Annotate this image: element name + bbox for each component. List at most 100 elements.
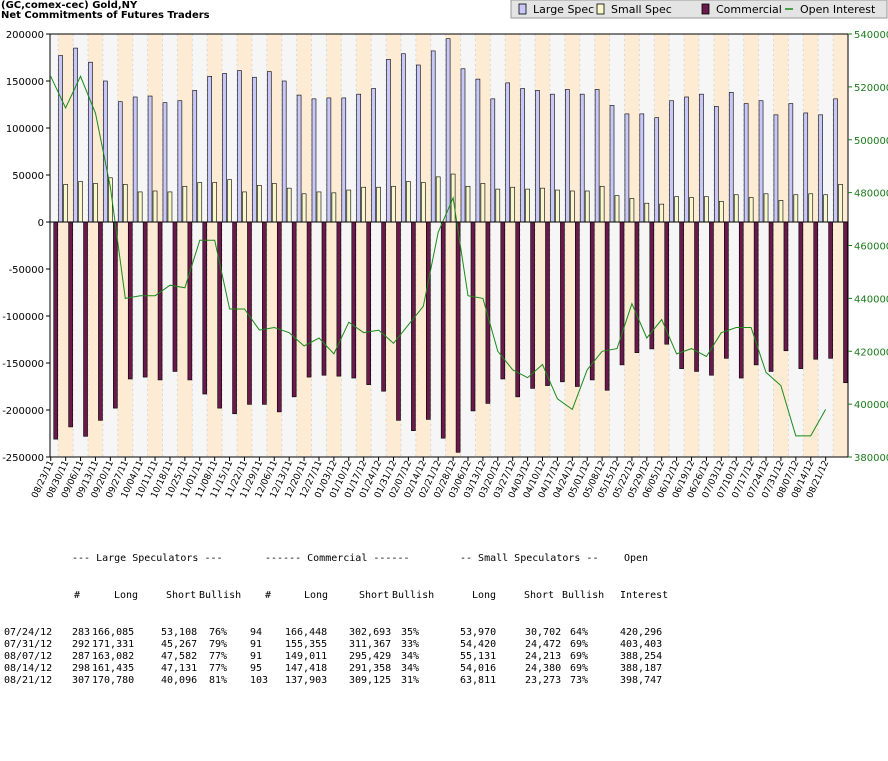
cell-c-long: 166,448 <box>285 626 328 638</box>
cell-date: 07/31/12 <box>4 638 53 650</box>
large-spec-bar <box>460 68 466 223</box>
small-spec-bar <box>555 189 560 223</box>
small-spec-bar <box>346 189 352 223</box>
cell-ss-long: 54,016 <box>460 663 497 675</box>
small-spec-bar <box>644 202 650 223</box>
large-spec-bar <box>386 59 391 223</box>
small-spec-bar <box>733 194 739 223</box>
commercial-bar <box>425 221 431 420</box>
commercial-bar <box>604 221 610 391</box>
cell-ss-bull: 69% <box>570 663 589 675</box>
cell-ss-long: 55,131 <box>460 650 497 662</box>
small-spec-bar <box>599 185 605 223</box>
large-spec-bar <box>222 73 227 223</box>
cell-ls-bull: 81% <box>209 675 228 687</box>
cell-ls-long: 161,435 <box>92 663 135 675</box>
commercial-bar <box>455 221 461 453</box>
small-spec-bar <box>212 182 217 223</box>
open-interest-line <box>50 75 827 437</box>
small-spec-bar <box>406 181 411 223</box>
large-spec-bar <box>252 76 257 223</box>
cell-c-short: 309,125 <box>349 675 392 687</box>
large-spec-bar <box>475 78 481 223</box>
small-spec-bar <box>435 176 441 223</box>
legend-box <box>510 0 888 19</box>
large-spec-bar <box>609 105 615 223</box>
cell-ls-bull: 79% <box>209 638 228 650</box>
large-spec-bar <box>818 114 823 223</box>
y-left-tick-label: 150000 <box>6 77 44 88</box>
cell-oi: 388,254 <box>620 650 663 662</box>
small-spec-bar <box>614 195 620 223</box>
small-spec-bar <box>510 186 516 223</box>
cell-c-short: 295,429 <box>349 650 392 662</box>
commercial-bar <box>381 221 386 392</box>
cell-date: 08/14/12 <box>4 663 53 675</box>
cell-oi: 388,187 <box>620 663 663 675</box>
commercial-bar <box>709 221 714 376</box>
cell-ls-short: 53,108 <box>161 626 198 638</box>
cell-oi: 403,403 <box>620 638 663 650</box>
table-group-header: --- Large Speculators --- ------ Commerc… <box>4 553 648 565</box>
commercial-bar <box>113 221 118 409</box>
small-spec-bar <box>823 194 828 223</box>
cell-ss-long: 54,420 <box>460 638 497 650</box>
cell-ss-short: 24,380 <box>525 663 562 675</box>
small-spec-bar <box>465 185 471 223</box>
large-spec-bar <box>669 100 674 223</box>
cell-ls-short: 47,131 <box>161 663 198 675</box>
commercial-bar <box>411 221 416 431</box>
small-spec-bar <box>525 188 530 223</box>
y-right-tick-label: 460000 <box>854 242 888 253</box>
cell-ss-long: 63,811 <box>460 675 497 687</box>
small-spec-bar <box>674 196 679 223</box>
large-spec-bar <box>401 53 406 223</box>
c-short-header: Short <box>359 590 390 601</box>
cell-ls-long: 163,082 <box>92 650 135 662</box>
c-n-header: # <box>265 590 272 601</box>
cell-ls-long: 170,780 <box>92 675 135 687</box>
small-spec-bar <box>763 193 769 223</box>
large-spec-bar <box>281 80 287 223</box>
commercial-bar <box>813 221 819 360</box>
y-left-tick-label: -100000 <box>2 312 44 323</box>
cell-ls-n: 283 <box>72 626 91 638</box>
small-spec-bar <box>152 190 158 223</box>
commercial-bar <box>470 221 476 412</box>
commercial-bar <box>276 221 282 413</box>
cell-c-short: 311,367 <box>349 638 392 650</box>
large-spec-bar <box>535 90 540 223</box>
large-spec-bar <box>788 103 794 223</box>
small-spec-bar <box>420 182 426 223</box>
y-left-tick-label: 200000 <box>6 30 44 41</box>
cell-ss-short: 24,472 <box>525 638 562 650</box>
large-spec-bar <box>162 102 168 223</box>
open-header: Open <box>624 553 649 565</box>
large-spec-bar <box>415 64 421 223</box>
y-right-tick-label: 400000 <box>854 400 888 411</box>
commercial-bar <box>232 221 237 415</box>
cell-c-n: 91 <box>250 650 263 662</box>
small-spec-bar <box>689 197 694 223</box>
legend-large-spec-swatch <box>518 3 527 15</box>
cell-ss-short: 23,273 <box>525 675 562 687</box>
large-spec-bar <box>505 82 511 223</box>
small-spec-bar <box>182 185 188 223</box>
cot-chart: 200000150000100000500000-50000-100000-15… <box>2 0 888 500</box>
commercial-bar <box>738 221 744 379</box>
commercial-group-header: ------ Commercial ------ <box>265 553 410 565</box>
cell-ls-n: 298 <box>72 663 91 675</box>
small-spec-bar <box>808 193 814 223</box>
bars <box>53 38 848 453</box>
commercial-bar <box>798 221 804 369</box>
cell-ls-long: 171,331 <box>92 638 135 650</box>
cell-c-bull: 34% <box>401 650 420 662</box>
commercial-bar <box>351 221 357 379</box>
cell-c-bull: 33% <box>401 638 420 650</box>
large-spec-bar <box>550 93 555 223</box>
cell-c-long: 147,418 <box>285 663 328 675</box>
chart-subtitle: Net Commitments of Futures Traders <box>1 10 210 21</box>
small-spec-bar <box>197 182 203 223</box>
y-left-tick-label: -200000 <box>2 406 44 417</box>
large-spec-bar <box>237 70 242 223</box>
